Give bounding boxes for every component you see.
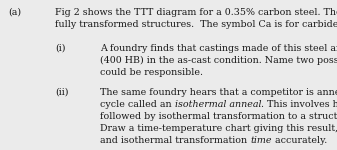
Text: isothermal anneal: isothermal anneal	[175, 100, 261, 109]
Text: (a): (a)	[8, 8, 21, 17]
Text: Fig 2 shows the TTT diagram for a 0.35% carbon steel. The hardness data are for: Fig 2 shows the TTT diagram for a 0.35% …	[55, 8, 337, 17]
Text: time: time	[250, 136, 272, 145]
Text: Draw a time-temperature chart giving this result, labelling: Draw a time-temperature chart giving thi…	[100, 124, 337, 133]
Text: and isothermal transformation: and isothermal transformation	[100, 136, 250, 145]
Text: (400 HB) in the as-cast condition. Name two possible microstructures that: (400 HB) in the as-cast condition. Name …	[100, 56, 337, 65]
Text: A foundry finds that castings made of this steel are hard and unmachinable: A foundry finds that castings made of th…	[100, 44, 337, 53]
Text: followed by isothermal transformation to a structure of 250 HB max.: followed by isothermal transformation to…	[100, 112, 337, 121]
Text: cycle called an: cycle called an	[100, 100, 175, 109]
Text: could be responsible.: could be responsible.	[100, 68, 203, 77]
Text: (i): (i)	[55, 44, 65, 53]
Text: (ii): (ii)	[55, 88, 68, 97]
Text: The same foundry hears that a competitor is annealing its castings with a: The same foundry hears that a competitor…	[100, 88, 337, 97]
Text: fully transformed structures.  The symbol Ca is for carbide.: fully transformed structures. The symbol…	[55, 20, 337, 29]
Text: . This involves heating of the castings,: . This involves heating of the castings,	[261, 100, 337, 109]
Text: accurately.: accurately.	[272, 136, 327, 145]
